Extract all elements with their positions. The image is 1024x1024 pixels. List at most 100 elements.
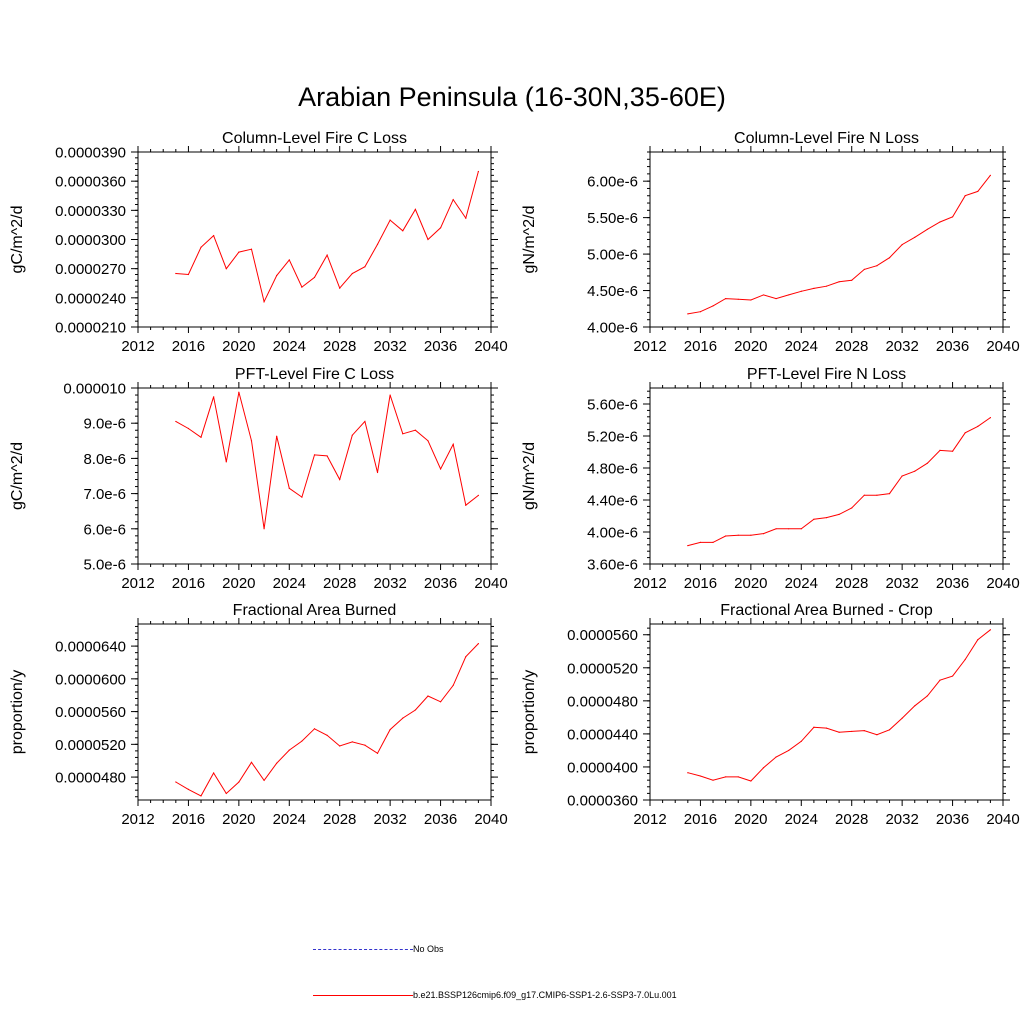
x-tick-label: 2032 [373,811,406,828]
data-point [427,440,429,442]
data-point [762,533,765,535]
y-tick-label: 4.50e-6 [587,283,638,300]
data-point [750,299,752,301]
x-tick-label: 2036 [424,811,457,828]
x-tick-label: 2016 [684,575,717,592]
data-point [263,528,265,530]
data-point [225,792,227,795]
y-tick-label: 4.00e-6 [587,525,638,542]
legend-model-swatch [313,994,413,996]
y-tick-label: 4.00e-6 [587,320,638,337]
data-point [964,195,966,197]
data-point [737,534,739,536]
x-tick-label: 2040 [474,338,507,355]
data-point [326,254,328,256]
data-point [750,780,752,782]
data-point [477,494,479,496]
x-tick-label: 2020 [222,575,255,592]
data-point [989,629,991,631]
series-line [687,174,991,315]
x-tick-label: 2012 [633,811,666,828]
data-point [313,454,316,456]
data-point [301,286,303,288]
series-line [175,643,479,797]
data-point [838,731,840,733]
data-point [238,391,240,393]
chart-panel: PFT-Level Fire C Loss gC/m^2/d 2012 2016 202… [9,366,508,592]
data-point [712,541,714,544]
legend-model: b.e21.BSSP126cmip6.f09_g17.CMIP6-SSP1-2.… [313,990,677,1000]
data-point [863,729,865,732]
plot-frame [137,151,492,328]
data-point [175,420,177,423]
data-point [813,518,815,520]
data-point [452,443,454,445]
data-point [389,729,391,731]
x-tick-label: 2032 [373,338,406,355]
plot-frame [649,151,1004,328]
figure-title: Arabian Peninsula (16-30N,35-60E) [298,82,726,112]
y-tick-label: 7.0e-6 [83,486,126,503]
data-point [465,656,467,658]
data-point [175,272,177,275]
data-point [939,679,941,681]
y-tick-label: 0.0000270 [55,261,126,278]
data-point [452,199,454,201]
data-point [402,717,404,719]
data-point [725,776,727,778]
y-tick-label: 0.0000360 [55,174,126,191]
x-tick-label: 2024 [785,811,818,828]
x-tick-label: 2028 [835,811,868,828]
x-tick-label: 2016 [684,338,717,355]
data-point [439,468,442,470]
plot-frame [137,387,492,565]
series-line [687,629,991,782]
x-tick-label: 2040 [474,811,507,828]
data-point [977,639,979,641]
data-point [964,432,966,434]
y-axis-label: gC/m^2/d [9,206,26,274]
y-tick-label: 0.0000390 [55,145,126,162]
y-axis-label: gN/m^2/d [521,442,538,510]
y-tick-label: 0.0000400 [567,759,638,776]
data-point [225,268,227,270]
data-point [389,394,391,396]
panel-title: PFT-Level Fire C Loss [235,366,394,383]
y-tick-label: 0.0000210 [55,320,126,337]
data-point [939,449,941,451]
x-tick-label: 2020 [222,811,255,828]
legend-obs: No Obs [313,944,444,954]
x-tick-label: 2028 [323,575,356,592]
x-tick-label: 2024 [273,811,306,828]
data-point [351,741,353,743]
y-tick-label: 0.0000560 [55,704,126,721]
data-point [364,420,366,423]
data-point [750,534,752,536]
y-tick-label: 0.0000520 [567,660,638,677]
y-tick-label: 6.00e-6 [587,174,638,191]
y-tick-label: 0.000010 [63,381,126,398]
data-point [712,779,714,781]
data-point [452,684,454,686]
data-point [276,435,278,437]
data-point [825,517,828,519]
data-point [951,450,954,452]
data-point [989,417,991,419]
data-point [200,436,202,438]
data-point [288,259,290,261]
chart-panel: Fractional Area Burned - Crop proportion/… [521,602,1020,828]
data-point [427,695,429,697]
data-point [389,219,391,221]
data-point [939,221,941,223]
data-point [465,217,467,219]
y-axis-label: proportion/y [9,670,26,755]
y-tick-label: 3.60e-6 [587,557,638,574]
y-tick-label: 0.0000520 [55,737,126,754]
data-point [838,281,840,283]
x-tick-label: 2040 [986,338,1019,355]
data-point [276,762,278,764]
data-point [225,461,227,463]
x-tick-label: 2028 [323,338,356,355]
data-point [477,643,479,645]
x-tick-label: 2036 [424,575,457,592]
